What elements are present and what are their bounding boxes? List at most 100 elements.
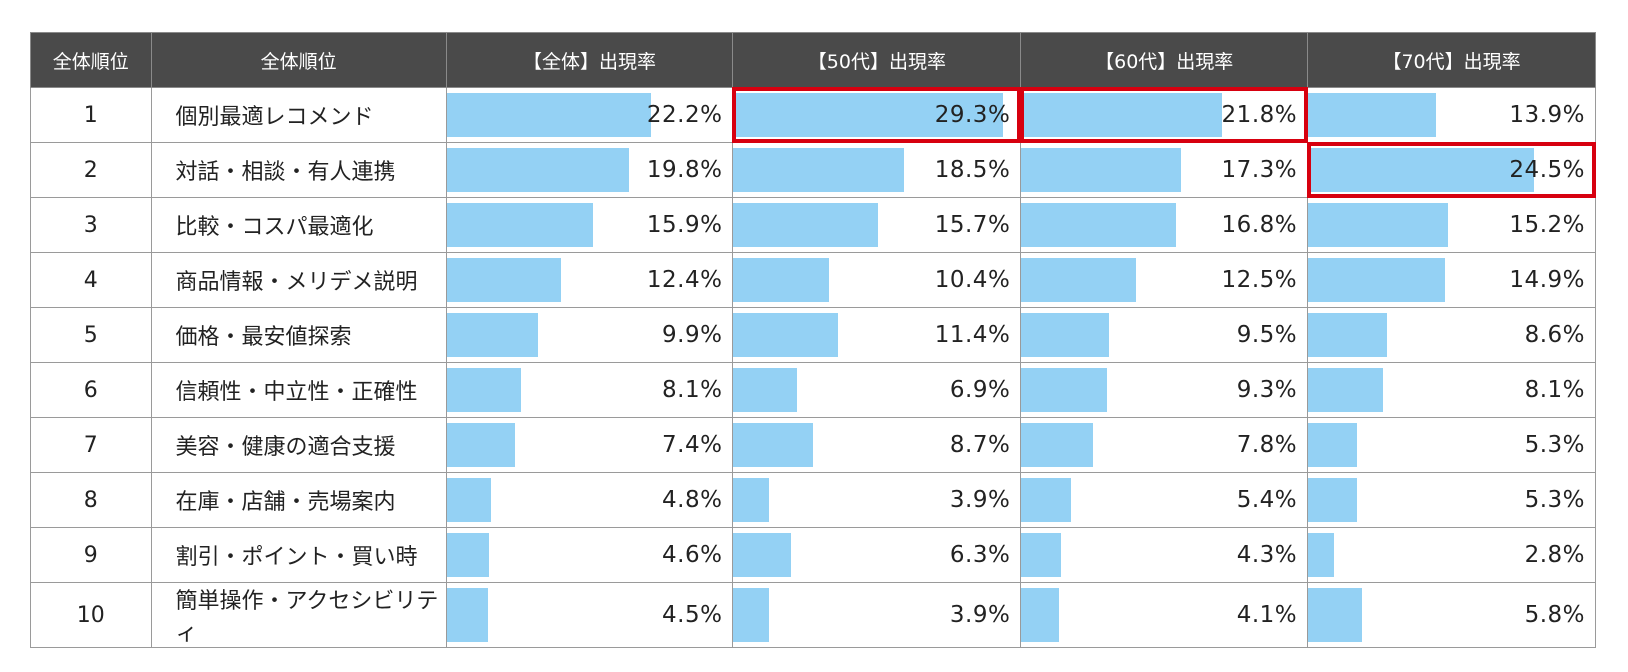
bar-70s	[1308, 313, 1388, 357]
bar-cell-50s: 11.4%	[732, 307, 1022, 363]
bar-70s	[1308, 588, 1362, 642]
table-row: 7 美容・健康の適合支援 7.4% 8.7% 7.8% 5.3%	[30, 417, 1596, 473]
bar-overall	[446, 148, 629, 192]
value-label-70s: 5.3%	[1524, 432, 1585, 458]
bar-70s	[1308, 148, 1534, 192]
bar-cell-60s: 7.8%	[1020, 417, 1309, 473]
bar-cell-60s: 5.4%	[1020, 472, 1309, 528]
bar-50s	[733, 478, 770, 522]
rank-cell: 2	[30, 142, 152, 198]
value-label-overall: 8.1%	[662, 377, 723, 403]
bar-60s	[1021, 258, 1137, 302]
rank-cell: 3	[30, 197, 152, 253]
value-label-60s: 7.8%	[1236, 432, 1298, 458]
value-label-70s: 5.3%	[1524, 487, 1585, 513]
value-label-overall: 22.2%	[646, 102, 723, 128]
header-overall: 【全体】出現率	[445, 32, 734, 88]
table-row: 5 価格・最安値探索 9.9% 11.4% 9.5% 8.6%	[30, 307, 1596, 363]
bar-cell-overall: 15.9%	[445, 197, 734, 253]
bar-cell-70s: 5.8%	[1307, 582, 1596, 648]
bar-cell-50s: 15.7%	[732, 197, 1022, 253]
value-label-overall: 4.6%	[662, 542, 723, 568]
value-label-60s: 16.8%	[1221, 212, 1298, 238]
rank-cell: 4	[30, 252, 152, 308]
rank-cell: 5	[30, 307, 152, 363]
value-label-60s: 5.4%	[1236, 487, 1298, 513]
value-label-50s: 6.9%	[949, 377, 1011, 403]
bar-cell-overall: 7.4%	[445, 417, 734, 473]
value-label-60s: 4.3%	[1236, 542, 1298, 568]
table-row: 4 商品情報・メリデメ説明 12.4% 10.4% 12.5% 14.9%	[30, 252, 1596, 308]
bar-cell-60s: 17.3%	[1020, 142, 1309, 198]
value-label-70s: 14.9%	[1509, 267, 1585, 293]
bar-cell-overall: 12.4%	[445, 252, 734, 308]
rank-cell: 10	[30, 582, 152, 648]
bar-60s	[1021, 148, 1181, 192]
bar-60s	[1021, 313, 1109, 357]
bar-cell-70s: 5.3%	[1307, 417, 1596, 473]
bar-70s	[1308, 93, 1437, 137]
rank-cell: 7	[30, 417, 152, 473]
bar-cell-70s: 24.5%	[1307, 142, 1596, 198]
bar-60s	[1021, 478, 1071, 522]
bar-cell-overall: 19.8%	[445, 142, 734, 198]
value-label-50s: 29.3%	[934, 102, 1011, 128]
bar-50s	[733, 258, 830, 302]
ranking-table: 全体順位 全体順位 【全体】出現率 【50代】出現率 【60代】出現率 【70代…	[30, 32, 1596, 648]
header-60s: 【60代】出現率	[1020, 32, 1309, 88]
header-70s: 【70代】出現率	[1307, 32, 1596, 88]
bar-70s	[1308, 203, 1448, 247]
value-label-60s: 12.5%	[1221, 267, 1298, 293]
rank-cell: 8	[30, 472, 152, 528]
bar-cell-60s: 4.3%	[1020, 527, 1309, 583]
table-row: 10 簡単操作・アクセシビリティ 4.5% 3.9% 4.1% 5.8%	[30, 582, 1596, 648]
bar-60s	[1021, 203, 1176, 247]
table-row: 6 信頼性・中立性・正確性 8.1% 6.9% 9.3% 8.1%	[30, 362, 1596, 418]
table-row: 2 対話・相談・有人連携 19.8% 18.5% 17.3% 24.5%	[30, 142, 1596, 198]
bar-cell-overall: 4.6%	[445, 527, 734, 583]
bar-overall	[446, 93, 651, 137]
bar-50s	[733, 203, 878, 247]
value-label-70s: 13.9%	[1509, 102, 1585, 128]
bar-cell-60s: 16.8%	[1020, 197, 1309, 253]
value-label-overall: 4.5%	[662, 602, 723, 628]
bar-cell-70s: 8.1%	[1307, 362, 1596, 418]
value-label-70s: 15.2%	[1509, 212, 1585, 238]
bar-50s	[733, 313, 839, 357]
value-label-overall: 15.9%	[646, 212, 723, 238]
bar-cell-50s: 18.5%	[732, 142, 1022, 198]
rank-cell: 1	[30, 87, 152, 143]
value-label-70s: 2.8%	[1524, 542, 1585, 568]
header-rank: 全体順位	[30, 32, 152, 88]
bar-50s	[733, 588, 770, 642]
bar-60s	[1021, 423, 1094, 467]
category-cell: 個別最適レコメンド	[150, 87, 447, 143]
bar-cell-70s: 5.3%	[1307, 472, 1596, 528]
category-cell: 信頼性・中立性・正確性	[150, 362, 447, 418]
bar-cell-50s: 29.3%	[732, 87, 1022, 143]
bar-cell-50s: 10.4%	[732, 252, 1022, 308]
bar-cell-overall: 4.8%	[445, 472, 734, 528]
category-cell: 簡単操作・アクセシビリティ	[150, 582, 447, 648]
bar-cell-60s: 21.8%	[1020, 87, 1309, 143]
value-label-overall: 19.8%	[646, 157, 723, 183]
value-label-50s: 15.7%	[934, 212, 1011, 238]
bar-cell-50s: 3.9%	[732, 582, 1022, 648]
bar-cell-overall: 22.2%	[445, 87, 734, 143]
value-label-overall: 7.4%	[662, 432, 723, 458]
category-cell: 商品情報・メリデメ説明	[150, 252, 447, 308]
table-row: 9 割引・ポイント・買い時 4.6% 6.3% 4.3% 2.8%	[30, 527, 1596, 583]
bar-cell-overall: 4.5%	[445, 582, 734, 648]
bar-overall	[446, 313, 538, 357]
value-label-60s: 4.1%	[1236, 602, 1298, 628]
bar-cell-50s: 3.9%	[732, 472, 1022, 528]
bar-overall	[446, 533, 489, 577]
bar-cell-70s: 14.9%	[1307, 252, 1596, 308]
value-label-60s: 9.3%	[1236, 377, 1298, 403]
value-label-60s: 21.8%	[1221, 102, 1298, 128]
bar-50s	[733, 423, 814, 467]
value-label-50s: 6.3%	[949, 542, 1011, 568]
value-label-70s: 8.1%	[1524, 377, 1585, 403]
bar-overall	[446, 588, 489, 642]
bar-overall	[446, 478, 491, 522]
